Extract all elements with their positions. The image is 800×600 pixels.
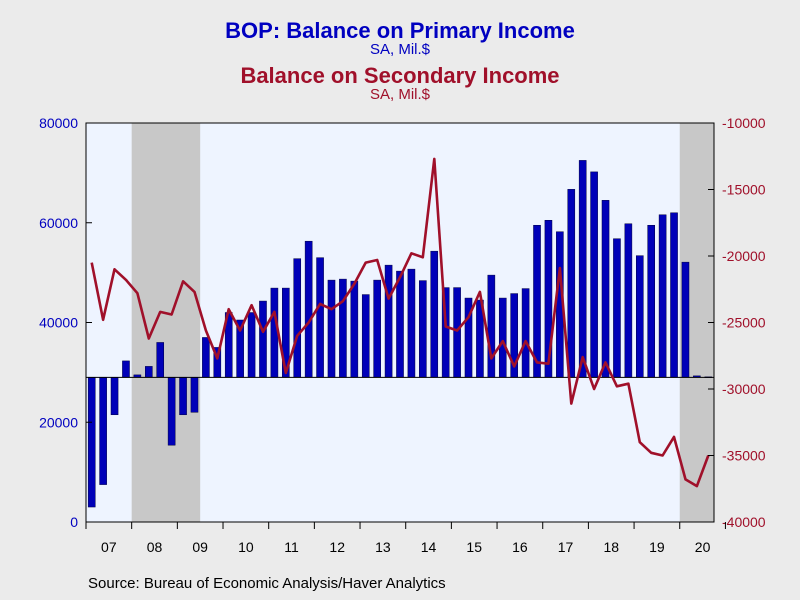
primary-income-bar [110,377,119,416]
primary-income-bar [122,360,130,378]
left-axis-tick-label: 20000 [39,414,78,430]
primary-income-bar [270,287,279,378]
x-axis-tick-label: 14 [421,539,437,555]
primary-income-bar [521,288,530,378]
primary-income-bar [316,257,324,378]
primary-income-bar [453,287,461,378]
x-axis-tick-label: 07 [101,539,117,555]
primary-income-bar [145,366,153,378]
primary-income-bar [339,278,347,378]
primary-income-bar [430,250,439,378]
right-axis-tick-label: -15000 [722,182,766,198]
primary-income-bar [419,280,427,378]
primary-income-bar [179,377,187,416]
x-axis-tick-label: 09 [192,539,208,555]
primary-income-bar [567,189,576,378]
x-axis-tick-label: 20 [695,539,711,555]
x-axis-tick-label: 16 [512,539,528,555]
x-axis-tick-label: 10 [238,539,254,555]
primary-income-bar [590,171,598,378]
secondary-unit: SA, Mil.$ [369,86,430,103]
left-axis-tick-label: 60000 [39,215,78,231]
primary-income-bar [613,238,621,378]
primary-income-bar [487,274,496,378]
x-axis-tick-label: 13 [375,539,391,555]
x-axis-tick-label: 11 [284,539,299,555]
right-axis-tick-label: -40000 [722,514,766,530]
primary-income-bar [647,224,655,378]
primary-income-bar [202,337,210,378]
x-axis-tick-label: 19 [649,539,665,555]
primary-income-bar [533,224,541,378]
primary-income-bar [498,297,507,378]
primary-title: BOP: Balance on Primary Income [225,18,575,43]
primary-unit: SA, Mil.$ [369,41,430,58]
primary-income-bar [350,280,359,378]
primary-income-bar [87,377,96,508]
primary-income-bar [681,261,690,378]
left-axis-tick-label: 0 [70,514,78,530]
x-axis-tick-label: 08 [147,539,163,555]
recession-band [131,123,201,522]
primary-income-bar [601,200,610,378]
right-axis-tick-label: -35000 [722,448,766,464]
primary-income-bar [384,264,393,378]
x-axis-tick-label: 15 [466,539,482,555]
primary-income-bar [156,342,165,378]
primary-income-bar [190,377,199,413]
x-axis-tick-label: 12 [329,539,345,555]
primary-income-bar [99,377,107,485]
right-axis-tick-label: -25000 [722,315,766,331]
right-axis-tick-label: -10000 [722,115,766,131]
primary-income-bar [658,214,667,378]
primary-income-bar [247,312,256,378]
left-axis-tick-label: 80000 [39,115,78,131]
primary-income-bar [670,212,678,378]
primary-income-bar [361,294,370,378]
primary-income-bar [293,258,302,378]
source-note: Source: Bureau of Economic Analysis/Have… [88,575,446,592]
primary-income-bar [407,268,416,378]
primary-income-bar [396,270,404,378]
right-axis-tick-label: -30000 [722,381,766,397]
x-axis-tick-label: 17 [558,539,574,555]
secondary-title: Balance on Secondary Income [240,63,560,88]
x-axis-tick-label: 18 [603,539,619,555]
primary-income-bar [635,255,644,378]
primary-income-bar [578,160,587,378]
primary-income-bar [259,300,267,378]
right-axis-tick-label: -20000 [722,248,766,264]
secondary-income-line [90,157,710,488]
primary-income-bar [624,223,633,378]
primary-income-bar [327,279,336,378]
primary-income-bar [167,377,176,446]
primary-income-bar [304,240,313,378]
primary-income-bar [373,279,381,378]
left-axis-tick-label: 40000 [39,315,78,331]
